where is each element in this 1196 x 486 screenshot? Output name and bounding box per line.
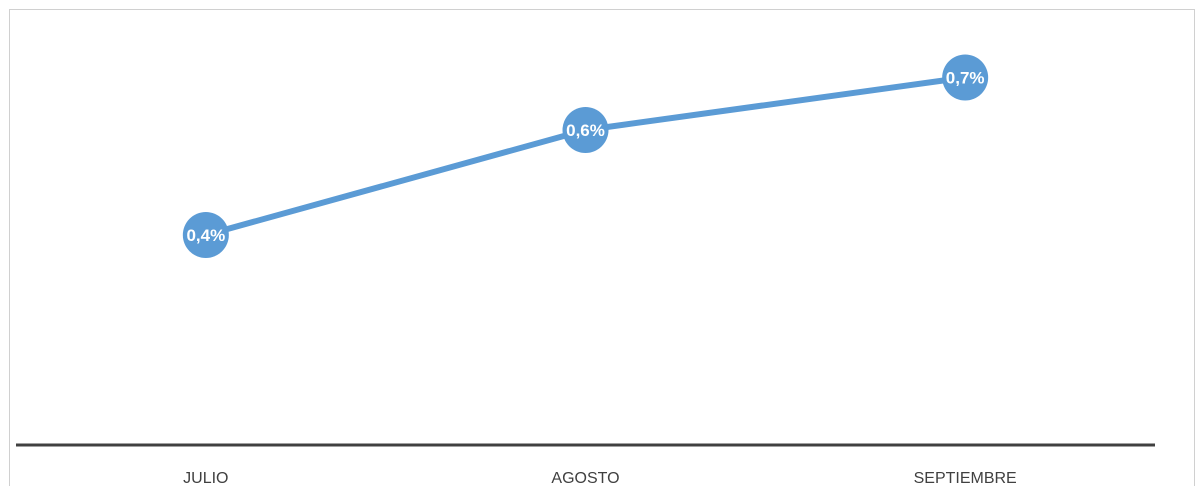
x-tick-label: SEPTIEMBRE xyxy=(914,470,1017,486)
chart-frame xyxy=(9,9,1195,486)
data-label: 0,6% xyxy=(566,121,605,140)
x-tick-labels: JULIO AGOSTO SEPTIEMBRE xyxy=(183,470,1017,486)
x-tick-label: JULIO xyxy=(183,470,228,486)
series-line xyxy=(202,74,969,238)
x-tick-label: AGOSTO xyxy=(551,470,619,486)
data-point[interactable] xyxy=(942,54,989,101)
data-label: 0,4% xyxy=(186,226,225,245)
points-layer: 0,4% 0,6% 0,7% xyxy=(182,54,989,258)
data-label: 0,7% xyxy=(946,69,985,88)
data-point[interactable] xyxy=(562,107,609,153)
data-point[interactable] xyxy=(182,212,229,258)
series-layer xyxy=(202,74,969,238)
